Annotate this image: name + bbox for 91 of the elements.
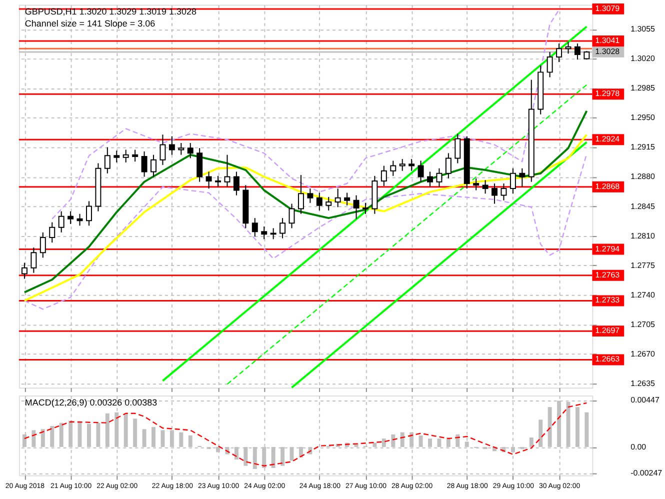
line-series bbox=[23, 110, 588, 294]
line-series bbox=[23, 134, 588, 302]
candlestick bbox=[132, 149, 138, 162]
candlestick bbox=[408, 158, 415, 172]
candlestick bbox=[380, 165, 387, 187]
y-tick-label: 1.2985 bbox=[630, 84, 656, 93]
line-series bbox=[24, 153, 588, 310]
ref-line-label: 1.2697 bbox=[595, 326, 620, 336]
bar bbox=[290, 446, 294, 461]
candlestick bbox=[261, 226, 268, 240]
candlestick bbox=[58, 210, 64, 233]
ref-line-label: 1.3079 bbox=[595, 4, 620, 13]
candlestick bbox=[574, 43, 580, 60]
candlestick bbox=[168, 136, 175, 156]
ref-line-label: 1.2763 bbox=[595, 270, 620, 280]
candlestick bbox=[519, 168, 526, 188]
ref-line-label: 1.2924 bbox=[595, 134, 620, 144]
y-tick-label: -0.00247 bbox=[630, 468, 663, 478]
y-tick-label: 1.2670 bbox=[630, 349, 656, 358]
candlestick bbox=[280, 218, 286, 239]
y-tick-label: 1.2775 bbox=[630, 260, 656, 270]
y-tick-label: 1.2810 bbox=[630, 231, 656, 240]
candlestick bbox=[307, 188, 314, 204]
candlestick bbox=[270, 228, 276, 240]
candlestick bbox=[49, 222, 56, 244]
ref-line-label: 1.3028 bbox=[595, 46, 620, 56]
candlestick bbox=[40, 232, 46, 258]
candlestick bbox=[187, 142, 194, 159]
candlestick bbox=[178, 142, 184, 156]
y-tick-label: 0.00447 bbox=[630, 396, 660, 405]
candlestick bbox=[436, 168, 442, 188]
candlestick bbox=[500, 183, 507, 201]
y-tick-label: 1.3055 bbox=[630, 24, 656, 34]
ref-line-label: 1.2663 bbox=[595, 354, 620, 364]
candlestick bbox=[546, 51, 553, 78]
candlestick bbox=[473, 178, 480, 191]
candlestick bbox=[76, 213, 83, 226]
chart-title: MACD(12,26,9) 0.00326 0.00383 bbox=[24, 398, 158, 408]
candlestick bbox=[399, 158, 406, 172]
candlestick bbox=[353, 194, 360, 220]
candlestick bbox=[196, 148, 203, 182]
candlestick bbox=[160, 134, 166, 166]
candlestick bbox=[233, 171, 240, 196]
candlestick bbox=[68, 210, 74, 224]
candlestick bbox=[445, 152, 452, 179]
candlestick bbox=[362, 202, 368, 214]
candlestick bbox=[21, 262, 28, 280]
y-tick-label: 1.2950 bbox=[630, 113, 656, 122]
candlestick bbox=[141, 150, 148, 178]
candlestick bbox=[30, 247, 37, 274]
candlestick bbox=[565, 41, 572, 54]
candlestick bbox=[482, 180, 488, 194]
y-tick-label: 1.2635 bbox=[630, 378, 656, 388]
candlestick bbox=[334, 188, 341, 208]
candlestick bbox=[122, 149, 129, 163]
candlestick bbox=[288, 203, 295, 229]
candlestick bbox=[252, 218, 258, 238]
y-tick-label: 1.2880 bbox=[630, 172, 656, 182]
candlestick bbox=[454, 133, 461, 164]
candlestick bbox=[298, 174, 304, 214]
candlestick bbox=[510, 168, 516, 194]
bar bbox=[271, 446, 276, 468]
candlestick bbox=[427, 171, 433, 188]
candlestick bbox=[344, 192, 350, 206]
candlestick bbox=[86, 200, 92, 226]
y-tick-label: 0.00 bbox=[630, 442, 647, 452]
chart-title: GBPUSD,H1 1.3020 1.3029 1.3019 1.3028 bbox=[24, 6, 196, 17]
ref-line-label: 1.2794 bbox=[595, 244, 620, 254]
candlestick bbox=[224, 154, 230, 188]
y-tick-label: 1.2845 bbox=[630, 202, 656, 211]
candlestick bbox=[206, 171, 212, 190]
ref-line-label: 1.2733 bbox=[595, 296, 620, 305]
y-tick-label: 1.2915 bbox=[630, 142, 656, 152]
candlestick bbox=[104, 146, 110, 174]
annotation: Channel size = 141 Slope = 3.06 bbox=[24, 18, 156, 29]
ref-line-label: 1.3041 bbox=[595, 36, 620, 45]
candlestick bbox=[326, 196, 332, 211]
candlestick bbox=[114, 150, 120, 163]
ref-line-label: 1.2868 bbox=[595, 182, 620, 191]
candlestick bbox=[215, 175, 222, 188]
y-tick-label: 1.3020 bbox=[630, 54, 656, 64]
y-tick-label: 1.2705 bbox=[630, 320, 656, 329]
bar bbox=[206, 446, 211, 450]
candlestick bbox=[556, 43, 562, 63]
candlestick bbox=[492, 183, 498, 204]
y-tick-label: 1.2740 bbox=[630, 290, 656, 300]
candlestick bbox=[390, 160, 396, 176]
candlestick bbox=[150, 154, 156, 178]
candlestick bbox=[316, 192, 322, 211]
ref-line-label: 1.2978 bbox=[595, 89, 620, 98]
candlestick bbox=[418, 160, 424, 182]
